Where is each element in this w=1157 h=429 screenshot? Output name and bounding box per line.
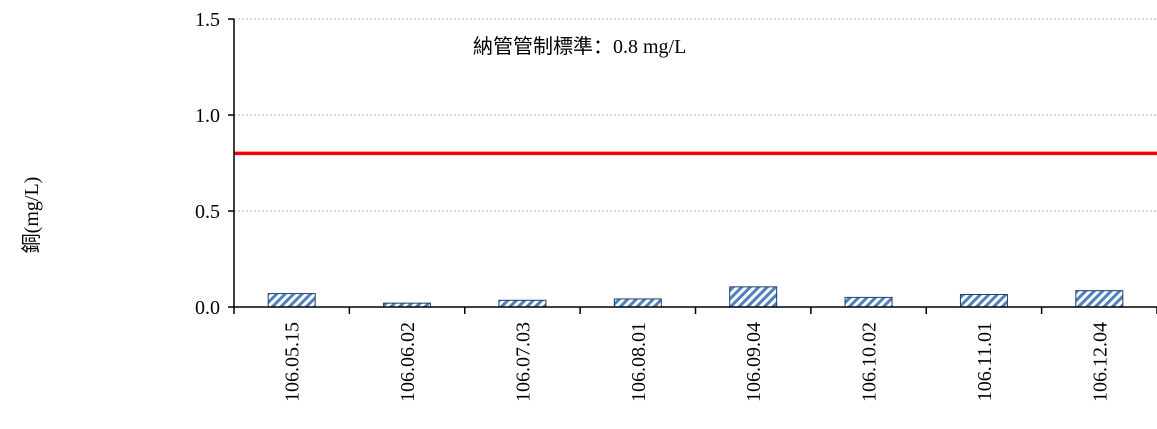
- bar: [498, 299, 547, 308]
- bar: [844, 296, 893, 308]
- y-tick-label: 1.5: [195, 9, 220, 31]
- x-tick-labels: 106.05.15 106.06.02 106.07.03 106.08.01 106.…: [282, 322, 1112, 402]
- y-axis-title: 銅(mg/L): [20, 177, 43, 254]
- x-tick-label: 106.06.02: [397, 322, 419, 402]
- bar: [613, 298, 662, 308]
- x-tick-label: 106.11.01: [974, 322, 996, 401]
- x-tick-label: 106.10.02: [859, 322, 881, 402]
- gridlines: [234, 18, 1157, 212]
- x-tick-label: 106.05.15: [282, 322, 304, 402]
- axes: [228, 18, 1157, 314]
- bar: [1075, 290, 1124, 308]
- bar: [267, 293, 316, 308]
- y-tick-labels: 0.0 0.5 1.0 1.5: [195, 9, 220, 319]
- y-tick-label: 0.0: [195, 297, 220, 319]
- bars: [267, 286, 1124, 308]
- y-tick-label: 0.5: [195, 201, 220, 223]
- bar: [729, 286, 778, 308]
- x-tick-label: 106.07.03: [512, 322, 534, 402]
- x-tick-label: 106.12.04: [1089, 322, 1111, 402]
- standard-annotation: 納管管制標準：0.8 mg/L: [473, 35, 686, 58]
- y-tick-label: 1.0: [195, 105, 220, 127]
- x-tick-label: 106.09.04: [743, 322, 765, 402]
- bar: [959, 294, 1008, 308]
- x-tick-label: 106.08.01: [628, 322, 650, 402]
